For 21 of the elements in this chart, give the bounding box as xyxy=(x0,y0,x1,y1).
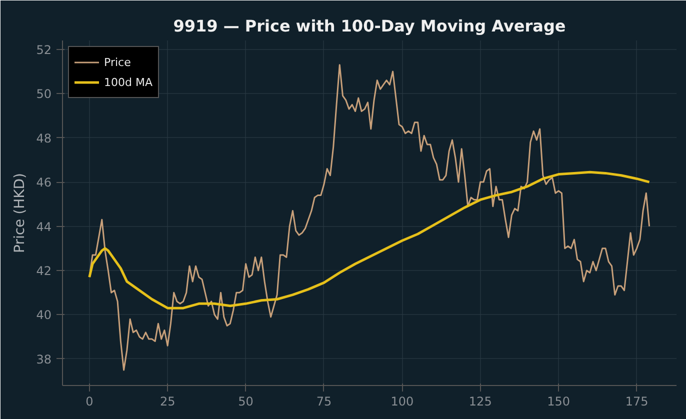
x-tick-label: 150 xyxy=(547,394,570,408)
x-tick-label: 100 xyxy=(390,394,414,408)
x-tick-label: 125 xyxy=(468,394,492,408)
chart-title: 9919 — Price with 100-Day Moving Average xyxy=(173,16,566,36)
x-tick-label: 175 xyxy=(625,394,648,408)
y-tick-label: 38 xyxy=(36,352,52,366)
y-tick-label: 42 xyxy=(36,264,52,278)
x-tick-label: 0 xyxy=(86,394,94,408)
line-series xyxy=(88,170,651,310)
y-tick-label: 40 xyxy=(36,308,52,322)
y-tick-label: 46 xyxy=(36,176,52,190)
legend-label: 100d MA xyxy=(104,76,152,88)
legend-label: Price xyxy=(104,56,131,68)
y-tick-label: 50 xyxy=(36,87,52,102)
y-tick-label: 44 xyxy=(36,220,52,234)
x-tick-label: 75 xyxy=(316,394,332,408)
y-tick-label: 48 xyxy=(36,131,52,146)
y-tick-label: 52 xyxy=(36,42,52,57)
x-tick-label: 25 xyxy=(160,394,176,408)
x-tick-label: 50 xyxy=(238,394,254,408)
y-axis-title: Price (HKD) xyxy=(12,172,28,254)
